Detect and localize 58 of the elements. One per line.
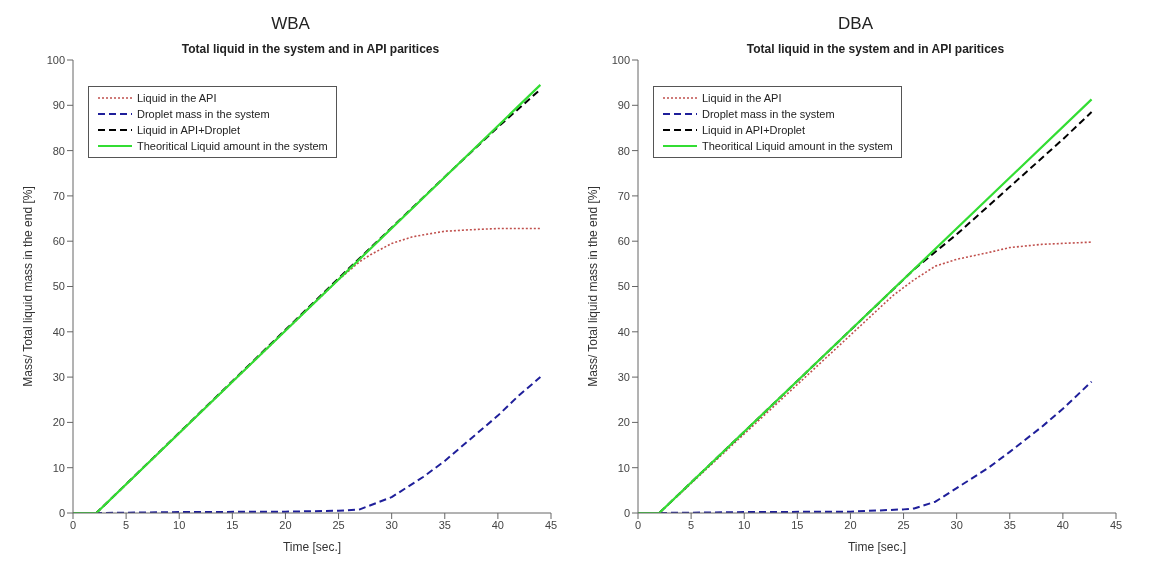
x-axis-title: Time [sec.] xyxy=(282,540,342,554)
legend-label: Liquid in the API xyxy=(137,91,217,106)
y-axis-title: Mass/ Total liquid mass in the end [%] xyxy=(21,186,36,387)
y-tick-label: 40 xyxy=(52,325,65,338)
legend-label: Theoritical Liquid amount in the system xyxy=(137,139,328,154)
x-tick-label: 25 xyxy=(897,518,910,531)
y-tick-label: 50 xyxy=(617,280,630,293)
x-tick-label: 0 xyxy=(634,518,642,531)
x-tick-label: 5 xyxy=(688,518,695,531)
y-tick-label: 90 xyxy=(52,99,65,112)
legend-label: Liquid in the API xyxy=(702,91,782,106)
y-tick-label: 70 xyxy=(52,189,65,202)
chart-title: DBA xyxy=(837,14,874,34)
y-tick-label: 40 xyxy=(617,325,630,338)
y-tick-label: 80 xyxy=(52,144,65,157)
y-tick-label: 80 xyxy=(617,144,630,157)
x-tick-label: 15 xyxy=(226,518,239,531)
x-tick-label: 30 xyxy=(950,518,963,531)
y-tick-label: 10 xyxy=(617,461,630,474)
y-tick-label: 60 xyxy=(617,235,630,248)
y-tick-label: 50 xyxy=(52,280,65,293)
y-tick-label: 90 xyxy=(617,99,630,112)
x-tick-label: 35 xyxy=(1003,518,1016,531)
y-tick-label: 100 xyxy=(46,53,65,66)
chart-subtitle: Total liquid in the system and in API paritices xyxy=(746,42,1005,56)
x-tick-label: 45 xyxy=(544,518,558,531)
x-tick-label: 15 xyxy=(791,518,804,531)
x-tick-label: 45 xyxy=(1109,518,1123,531)
x-tick-label: 20 xyxy=(279,518,292,531)
y-tick-label: 20 xyxy=(617,416,630,429)
x-axis-title: Time [sec.] xyxy=(847,540,907,554)
x-tick-label: 0 xyxy=(69,518,77,531)
y-tick-label: 100 xyxy=(611,53,630,66)
x-tick-label: 5 xyxy=(123,518,130,531)
chart-title: WBA xyxy=(270,14,311,34)
legend-label: Theoritical Liquid amount in the system xyxy=(702,139,893,154)
legend-label: Droplet mass in the system xyxy=(137,107,270,122)
x-tick-label: 35 xyxy=(438,518,451,531)
y-tick-label: 60 xyxy=(52,235,65,248)
y-tick-label: 0 xyxy=(58,506,65,519)
x-tick-label: 40 xyxy=(1056,518,1070,531)
chart-subtitle: Total liquid in the system and in API paritices xyxy=(181,42,440,56)
y-tick-label: 10 xyxy=(52,461,65,474)
x-tick-label: 40 xyxy=(491,518,505,531)
x-tick-label: 25 xyxy=(332,518,345,531)
y-tick-label: 30 xyxy=(52,371,65,384)
y-tick-label: 70 xyxy=(617,189,630,202)
y-axis-title: Mass/ Total liquid mass in the end [%] xyxy=(586,186,601,387)
legend-label: Liquid in API+Droplet xyxy=(702,123,806,138)
legend-label: Droplet mass in the system xyxy=(702,107,835,122)
x-tick-label: 10 xyxy=(738,518,751,531)
legend-label: Liquid in API+Droplet xyxy=(137,123,241,138)
y-tick-label: 20 xyxy=(52,416,65,429)
x-tick-label: 30 xyxy=(385,518,398,531)
x-tick-label: 10 xyxy=(173,518,186,531)
y-tick-label: 30 xyxy=(617,371,630,384)
x-tick-label: 20 xyxy=(844,518,857,531)
y-tick-label: 0 xyxy=(623,506,630,519)
